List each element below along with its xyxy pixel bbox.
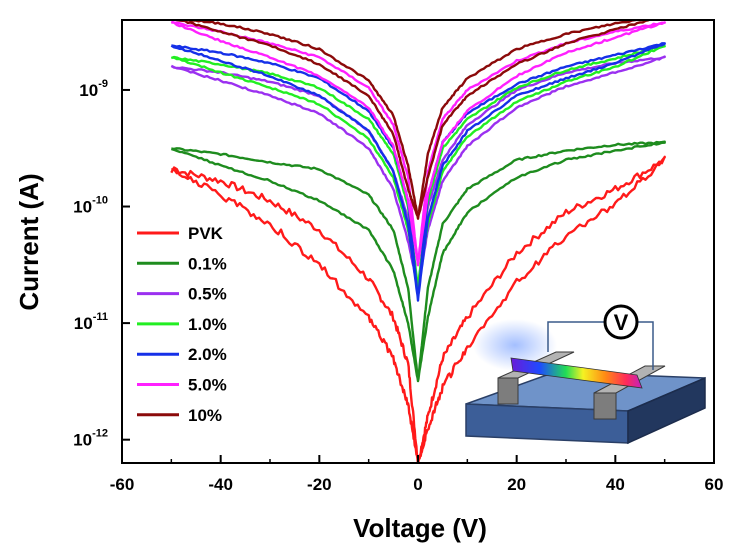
series-line-2	[170, 140, 666, 383]
series-line-7	[174, 20, 655, 220]
x-axis-title: Voltage (V)	[353, 513, 487, 543]
x-tick-label: 40	[606, 475, 625, 494]
device-schematic: V	[465, 304, 706, 445]
voltmeter-icon	[603, 304, 639, 340]
y-axis-title: Current (A)	[14, 173, 44, 310]
y-tick-label: 10-10	[73, 195, 108, 217]
x-tick-label: 0	[413, 475, 422, 494]
left-electrode	[497, 377, 519, 405]
x-tick-label: 60	[705, 475, 724, 494]
series-line-4	[170, 44, 666, 290]
legend-label: 10%	[188, 406, 222, 425]
y-tick-label: 10-12	[73, 428, 108, 450]
legend-label: 2.0%	[188, 345, 227, 364]
legend-label: 1.0%	[188, 315, 227, 334]
ticks: -60 -40 -20 0 20 40 60 10-12 10-11 10-10 10-9	[73, 78, 723, 494]
glow-shape	[473, 319, 557, 371]
legend-label: 0.1%	[188, 254, 227, 273]
y-tick-label: 10-9	[79, 78, 108, 100]
left-wire	[547, 321, 605, 352]
legend-label: 5.0%	[188, 376, 227, 395]
legend-label: 0.5%	[188, 285, 227, 304]
legend: PVK 0.1% 0.5% 1.0% 2.0% 5.0% 10%	[137, 224, 227, 425]
x-tick-label: -40	[208, 475, 233, 494]
series-line-6	[170, 20, 666, 267]
x-tick-label: -60	[110, 475, 135, 494]
x-tick-label: 20	[507, 475, 526, 494]
series-layer	[170, 20, 666, 463]
right-wire	[638, 321, 654, 370]
substrate-side	[627, 376, 706, 445]
legend-label: PVK	[188, 224, 224, 243]
rainbow-film	[510, 357, 643, 389]
series-line-1	[170, 155, 666, 463]
series-line-5	[170, 42, 666, 302]
x-tick-label: -20	[307, 475, 332, 494]
right-electrode	[593, 392, 617, 420]
voltmeter-symbol: V	[614, 310, 629, 335]
y-tick-label: 10-11	[74, 311, 108, 333]
